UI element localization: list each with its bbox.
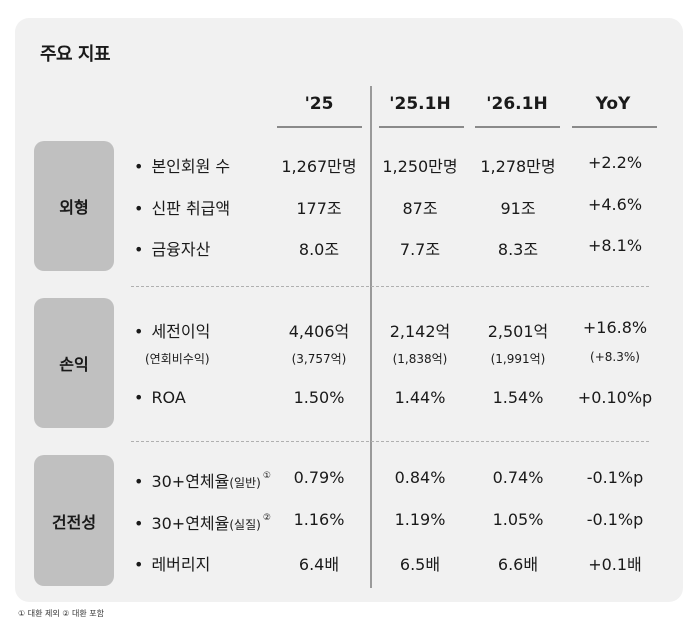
footnote-marker: ②: [262, 512, 271, 523]
section-divider: [131, 441, 649, 442]
row-label-roa: • ROA: [134, 388, 186, 407]
column-divider: [370, 86, 372, 588]
cell-value: 8.3조: [497, 240, 539, 259]
cell-value: -0.1%p: [586, 468, 644, 487]
cell-value: 6.5배: [399, 555, 441, 574]
row-label-delinquency-actual: • 30+연체율(실질)②: [134, 512, 271, 533]
cell-value: +4.6%: [587, 195, 643, 214]
cell-value: 6.6배: [497, 555, 539, 574]
cell-value: 0.79%: [293, 468, 345, 487]
row-label-members: • 본인회원 수: [134, 157, 231, 176]
column-header-yoy: YoY: [595, 94, 631, 114]
section-badge-soundness: 건전성: [34, 455, 114, 586]
row-label-leverage: • 레버리지: [134, 555, 211, 574]
cell-value: 0.74%: [492, 468, 544, 487]
row-label-card-volume: • 신판 취급액: [134, 199, 231, 218]
cell-value: 87조: [402, 199, 438, 218]
cell-value: (+8.3%): [590, 350, 640, 364]
column-underline: [379, 126, 464, 128]
cell-value: 7.7조: [399, 240, 441, 259]
bullet: •: [134, 388, 144, 407]
cell-value: (3,757억): [291, 352, 347, 366]
cell-value: -0.1%p: [586, 510, 644, 529]
cell-value: 1.05%: [492, 510, 544, 529]
bullet: •: [134, 514, 144, 533]
footnote-marker: ①: [262, 470, 271, 481]
cell-value: 6.4배: [298, 555, 340, 574]
cell-value: 1,267만명: [281, 157, 357, 176]
column-underline: [572, 126, 657, 128]
column-underline: [475, 126, 560, 128]
row-label-delinquency-general: • 30+연체율(일반)①: [134, 470, 271, 491]
cell-value: 1,278만명: [480, 157, 556, 176]
bullet: •: [134, 199, 144, 218]
cell-value: 1.44%: [394, 388, 446, 407]
cell-value: 1.50%: [293, 388, 345, 407]
cell-value: 1.19%: [394, 510, 446, 529]
bullet: •: [134, 240, 144, 259]
column-header-2025-1h: '25.1H: [389, 94, 451, 114]
cell-value: 8.0조: [298, 240, 340, 259]
cell-value: +16.8%: [582, 318, 648, 337]
row-label-financial-assets: • 금융자산: [134, 240, 211, 259]
cell-value: +2.2%: [587, 153, 643, 172]
bullet: •: [134, 322, 144, 341]
cell-value: 1,250만명: [382, 157, 458, 176]
indicator-card: [15, 18, 683, 602]
cell-value: 2,142억: [389, 322, 451, 341]
cell-value: 91조: [500, 199, 536, 218]
section-badge-scale: 외형: [34, 141, 114, 271]
section-badge-profit: 손익: [34, 298, 114, 428]
cell-value: 4,406억: [288, 322, 350, 341]
cell-value: +0.10%p: [577, 388, 653, 407]
cell-value: 2,501억: [487, 322, 549, 341]
bullet: •: [134, 555, 144, 574]
cell-value: +8.1%: [587, 236, 643, 255]
cell-value: 177조: [296, 199, 342, 218]
section-divider: [131, 286, 649, 287]
column-header-2025: '25: [304, 94, 334, 114]
cell-value: (1,838억): [392, 352, 448, 366]
column-underline: [277, 126, 362, 128]
cell-value: 0.84%: [394, 468, 446, 487]
cell-value: (1,991억): [490, 352, 546, 366]
cell-value: +0.1배: [588, 555, 642, 574]
footnote: ① 대환 제외 ② 대환 포함: [18, 609, 104, 618]
row-label-annual-fee: (연회비수익): [145, 352, 210, 366]
column-header-2026-1h: '26.1H: [486, 94, 548, 114]
bullet: •: [134, 472, 144, 491]
bullet: •: [134, 157, 144, 176]
row-label-pretax-income: • 세전이익: [134, 322, 211, 341]
page-title: 주요 지표: [40, 44, 111, 65]
cell-value: 1.54%: [492, 388, 544, 407]
cell-value: 1.16%: [293, 510, 345, 529]
